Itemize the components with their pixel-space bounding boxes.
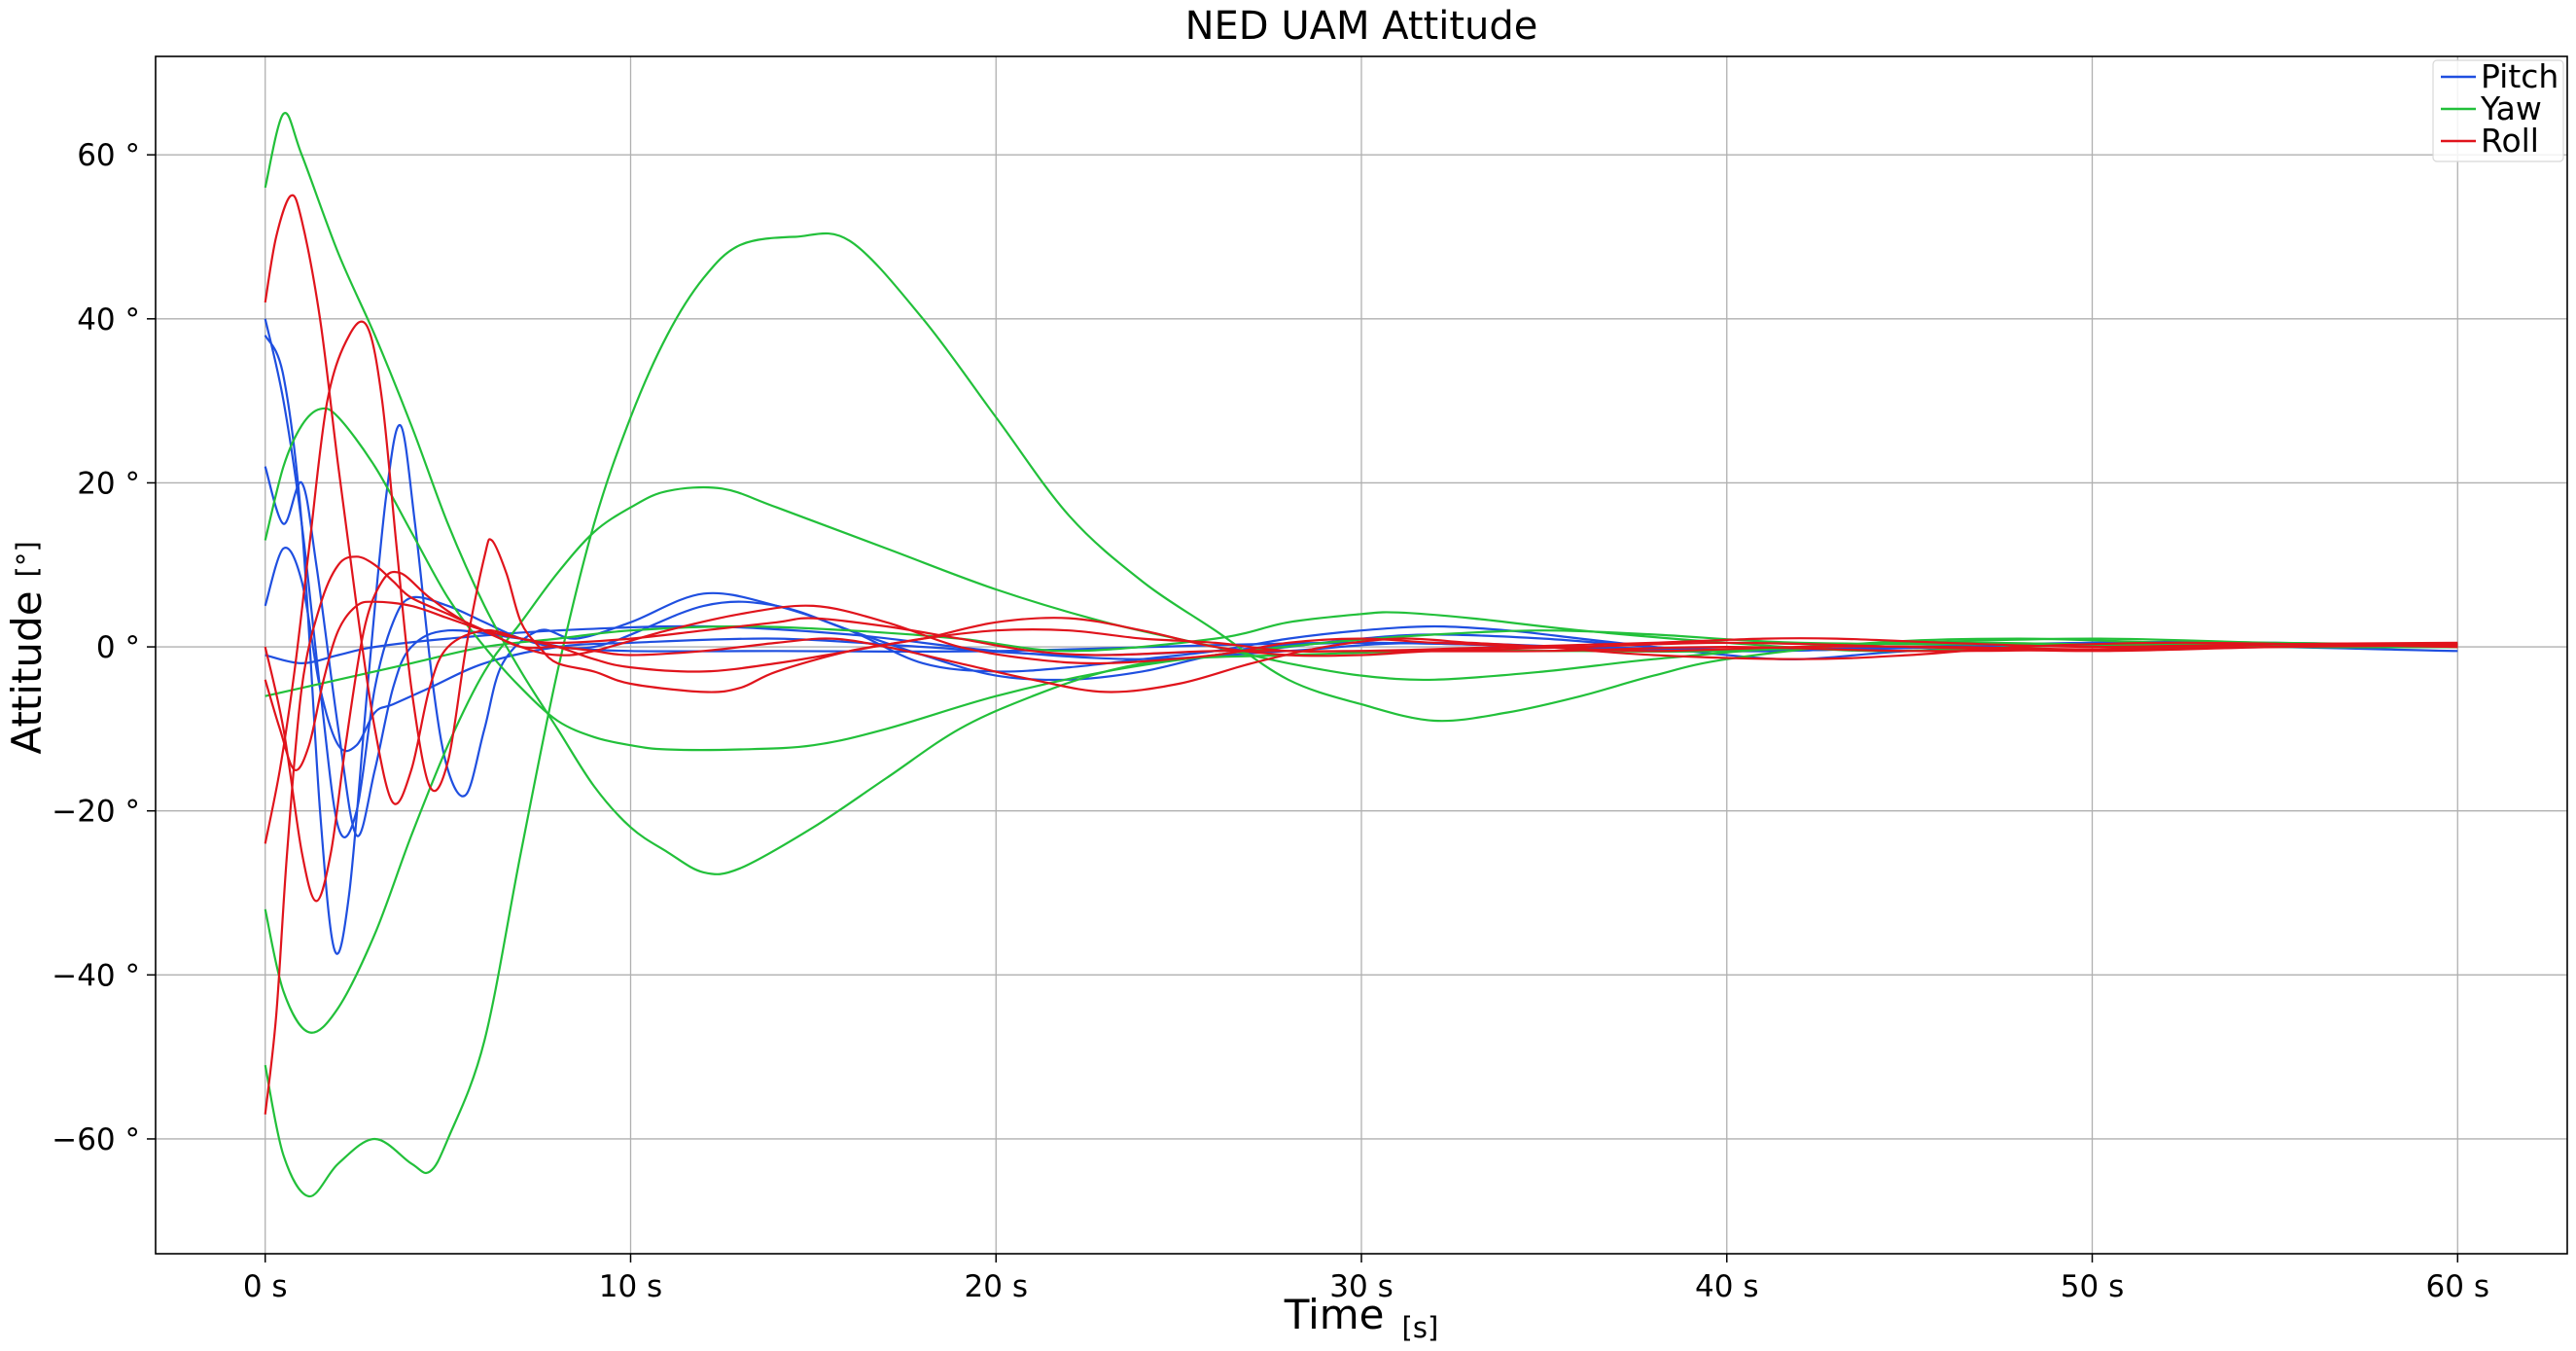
x-tick-label: 0 s	[243, 1269, 288, 1304]
y-tick-label: 60 °	[77, 138, 140, 173]
roll-series-line	[264, 570, 2458, 903]
chart-title: NED UAM Attitude	[1185, 4, 1538, 49]
x-tick-label: 60 s	[2426, 1269, 2489, 1304]
yaw-series-line	[264, 231, 2458, 1198]
legend-yaw-label: Yaw	[2480, 89, 2542, 127]
y-tick-label: 20 °	[77, 466, 140, 501]
x-tick-label: 50 s	[2061, 1269, 2124, 1304]
legend-roll-label: Roll	[2481, 122, 2539, 160]
pitch-series-line	[265, 624, 2458, 664]
y-axis-unit: [°]	[11, 541, 44, 577]
x-axis-unit: [s]	[1402, 1311, 1439, 1344]
x-axis-label: Time [s]	[1284, 1291, 1439, 1344]
x-tick-label: 40 s	[1695, 1269, 1758, 1304]
x-tick-label: 10 s	[599, 1269, 662, 1304]
roll-series-line	[264, 555, 2458, 1115]
y-axis-label: Attitude [°]	[3, 541, 51, 754]
y-tick-label: −60 °	[52, 1122, 140, 1157]
x-axis-title: Time	[1284, 1291, 1385, 1338]
roll-series-line	[264, 194, 2458, 805]
x-tick-label: 30 s	[1329, 1269, 1393, 1304]
y-axis-title: Attitude	[3, 590, 51, 754]
y-tick-label: 0 °	[96, 630, 140, 665]
legend: Pitch Yaw Roll	[2432, 57, 2564, 162]
y-tick-label: −20 °	[52, 795, 140, 830]
yaw-series-line	[264, 407, 2458, 752]
legend-pitch-label: Pitch	[2481, 57, 2558, 95]
y-axis-ticks: −60 ° −40 ° −20 ° 0 ° 20 ° 40 ° 60 °	[52, 138, 156, 1157]
x-axis-ticks: 0 s 10 s 20 s 30 s 40 s 50 s 60 s	[243, 1254, 2489, 1304]
legend-box	[2432, 59, 2564, 162]
x-tick-label: 20 s	[965, 1269, 1028, 1304]
roll-series-line	[264, 320, 2458, 844]
y-tick-label: 40 °	[77, 302, 140, 338]
roll-series-line	[264, 600, 2458, 771]
y-tick-label: −40 °	[52, 958, 140, 993]
series-lines	[264, 112, 2458, 1198]
